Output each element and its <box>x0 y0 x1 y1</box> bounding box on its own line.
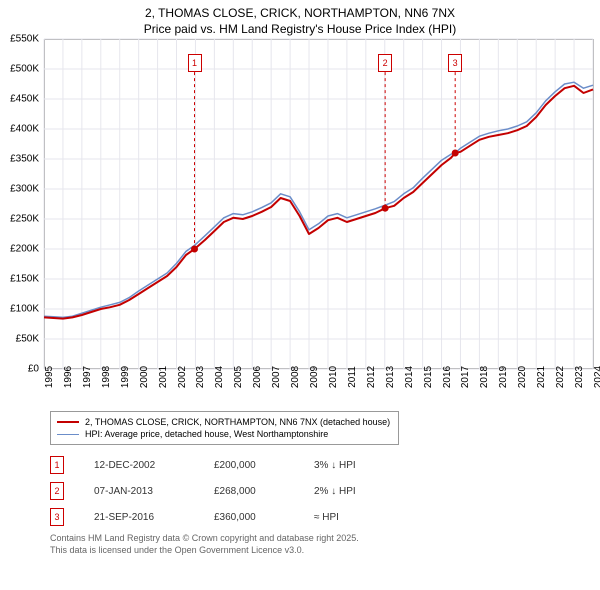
event-row: 1 12-DEC-2002 £200,000 3% ↓ HPI <box>50 455 594 475</box>
event-marker-1: 1 <box>50 456 64 474</box>
footer-licence: This data is licensed under the Open Gov… <box>50 545 594 557</box>
x-tick-label: 2010 <box>328 366 339 388</box>
event-price: £360,000 <box>214 512 284 523</box>
x-tick-label: 2003 <box>195 366 206 388</box>
y-tick-label: £550K <box>10 34 39 45</box>
x-tick-label: 2001 <box>158 366 169 388</box>
plot-svg <box>44 39 593 369</box>
x-tick-label: 2009 <box>309 366 320 388</box>
legend-swatch-hpi <box>57 434 79 435</box>
x-tick-label: 1996 <box>63 366 74 388</box>
legend: 2, THOMAS CLOSE, CRICK, NORTHAMPTON, NN6… <box>50 411 399 445</box>
x-tick-label: 2018 <box>479 366 490 388</box>
x-tick-label: 2016 <box>442 366 453 388</box>
y-tick-label: £0 <box>28 364 39 375</box>
x-tick-label: 2006 <box>252 366 263 388</box>
event-date: 07-JAN-2013 <box>94 486 184 497</box>
x-tick-label: 2008 <box>290 366 301 388</box>
sale-marker-2: 2 <box>378 54 392 72</box>
event-delta: ≈ HPI <box>314 512 394 523</box>
x-tick-label: 2004 <box>214 366 225 388</box>
y-tick-label: £250K <box>10 214 39 225</box>
x-tick-label: 2007 <box>271 366 282 388</box>
sale-events: 1 12-DEC-2002 £200,000 3% ↓ HPI 2 07-JAN… <box>50 455 594 527</box>
y-tick-label: £50K <box>16 334 39 345</box>
title-line-2: Price paid vs. HM Land Registry's House … <box>6 22 594 38</box>
x-tick-label: 2012 <box>366 366 377 388</box>
legend-item-hpi: HPI: Average price, detached house, West… <box>57 428 392 440</box>
footer-copyright: Contains HM Land Registry data © Crown c… <box>50 533 594 545</box>
event-marker-3: 3 <box>50 508 64 526</box>
y-tick-label: £350K <box>10 154 39 165</box>
x-tick-label: 1999 <box>120 366 131 388</box>
x-tick-label: 2023 <box>574 366 585 388</box>
footer: Contains HM Land Registry data © Crown c… <box>50 533 594 556</box>
y-tick-label: £200K <box>10 244 39 255</box>
x-tick-label: 2019 <box>498 366 509 388</box>
x-tick-label: 1995 <box>44 366 55 388</box>
legend-swatch-price-paid <box>57 421 79 423</box>
x-tick-label: 2011 <box>347 366 358 388</box>
x-tick-label: 1997 <box>82 366 93 388</box>
legend-label-price-paid: 2, THOMAS CLOSE, CRICK, NORTHAMPTON, NN6… <box>85 417 390 427</box>
x-tick-label: 2005 <box>233 366 244 388</box>
x-tick-label: 1998 <box>101 366 112 388</box>
x-tick-label: 2014 <box>404 366 415 388</box>
y-tick-label: £150K <box>10 274 39 285</box>
x-tick-label: 2024 <box>593 366 600 388</box>
y-tick-label: £100K <box>10 304 39 315</box>
event-delta: 2% ↓ HPI <box>314 486 394 497</box>
event-price: £200,000 <box>214 460 284 471</box>
x-tick-label: 2015 <box>423 366 434 388</box>
event-price: £268,000 <box>214 486 284 497</box>
title-line-1: 2, THOMAS CLOSE, CRICK, NORTHAMPTON, NN6… <box>6 6 594 22</box>
y-tick-label: £300K <box>10 184 39 195</box>
chart-container: 2, THOMAS CLOSE, CRICK, NORTHAMPTON, NN6… <box>6 6 594 584</box>
sale-marker-1: 1 <box>188 54 202 72</box>
event-date: 21-SEP-2016 <box>94 512 184 523</box>
y-tick-label: £450K <box>10 94 39 105</box>
event-marker-2: 2 <box>50 482 64 500</box>
legend-item-price-paid: 2, THOMAS CLOSE, CRICK, NORTHAMPTON, NN6… <box>57 416 392 428</box>
sale-marker-3: 3 <box>448 54 462 72</box>
x-tick-label: 2000 <box>139 366 150 388</box>
event-delta: 3% ↓ HPI <box>314 460 394 471</box>
event-row: 3 21-SEP-2016 £360,000 ≈ HPI <box>50 507 594 527</box>
chart-title: 2, THOMAS CLOSE, CRICK, NORTHAMPTON, NN6… <box>6 6 594 37</box>
legend-label-hpi: HPI: Average price, detached house, West… <box>85 429 328 439</box>
plot-area: 123£0£50K£100K£150K£200K£250K£300K£350K£… <box>29 39 594 369</box>
event-date: 12-DEC-2002 <box>94 460 184 471</box>
x-tick-label: 2017 <box>460 366 471 388</box>
x-tick-label: 2020 <box>517 366 528 388</box>
x-tick-label: 2013 <box>385 366 396 388</box>
x-tick-label: 2002 <box>177 366 188 388</box>
x-tick-label: 2022 <box>555 366 566 388</box>
x-tick-label: 2021 <box>536 366 547 388</box>
y-tick-label: £500K <box>10 64 39 75</box>
y-tick-label: £400K <box>10 124 39 135</box>
event-row: 2 07-JAN-2013 £268,000 2% ↓ HPI <box>50 481 594 501</box>
